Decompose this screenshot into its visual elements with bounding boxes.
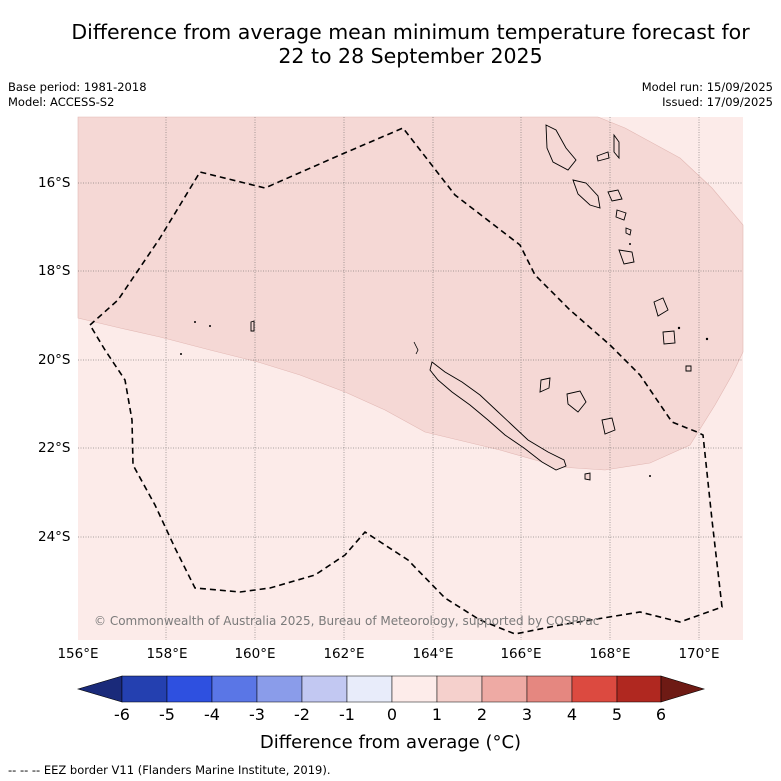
lat-label-16s: 16°S [38,175,71,191]
lat-label-20s: 20°S [38,352,71,368]
new-caledonia-island [429,361,567,471]
chesterfield-islet [250,320,255,332]
eez-footnote: -- -- -- EEZ border V11 (Flanders Marine… [8,763,331,777]
colorbar-tick-m1: -1 [339,705,355,724]
colorbar-bin-3-4 [526,675,573,703]
colorbar-bin-5-6 [616,675,662,703]
lon-label-156e: 156°E [57,646,99,662]
small-islet-east [685,365,692,372]
lat-label-22s: 22°S [38,440,71,456]
maewo-island [613,133,620,160]
model-name: Model: ACCESS-S2 [8,95,115,109]
colorbar-bin-2-3 [481,675,528,703]
ambae-island [596,151,610,162]
tanna-island [625,227,632,236]
islet-dot-7 [629,243,631,245]
colorbar-tick-6: 6 [655,705,667,724]
anomaly-band-1-2 [77,116,744,471]
model-run: Model run: 15/09/2025 [641,80,773,94]
lon-label-158e: 158°E [146,646,188,662]
colorbar-tick-m2: -2 [294,705,310,724]
gridlines [78,117,743,640]
ouvea-island [539,377,551,393]
lon-label-168e: 168°E [589,646,631,662]
lon-label-160e: 160°E [234,646,276,662]
copyright-text: © Commonwealth of Australia 2025, Bureau… [94,614,600,628]
colorbar-tick-4: 4 [566,705,578,724]
epi-island [607,189,623,202]
espiritu-santo-island [545,124,577,171]
islet-dot-3 [180,353,182,355]
colorbar-high-arrow [660,675,706,703]
meta-left: Base period: 1981-2018 Model: ACCESS-S2 [8,80,147,110]
issued-date: Issued: 17/09/2025 [662,95,773,109]
islet-dot-4 [677,326,681,330]
colorbar-tick-m5: -5 [159,705,175,724]
hunter-islet [662,330,676,345]
islet-dot-5 [705,337,709,341]
meta-right: Model run: 15/09/2025 Issued: 17/09/2025 [642,80,773,110]
belep-islets [413,341,419,355]
mare-island [601,417,616,435]
isle-of-pines [584,472,591,481]
colorbar-bin-0-1 [391,675,438,703]
colorbar-tick-3: 3 [521,705,533,724]
lifou-island [566,390,587,413]
colorbar-bin-1-2 [436,675,483,703]
base-period: Base period: 1981-2018 [8,80,147,94]
colorbar-bin-m6-m5 [121,675,168,703]
colorbar-tick-m6: -6 [114,705,130,724]
islet-dot-2 [209,325,211,327]
islet-dot-1 [194,321,196,323]
colorbar-tick-0: 0 [386,705,398,724]
colorbar-bin-m3-m2 [256,675,303,703]
lon-label-170e: 170°E [678,646,720,662]
colorbar-bin-4-5 [571,675,618,703]
title-line-2: 22 to 28 September 2025 [278,44,543,68]
erromango-island [618,249,635,265]
colorbar-bin-m1-0 [346,675,393,703]
colorbar-tick-1: 1 [431,705,443,724]
lat-label-24s: 24°S [38,529,71,545]
title-line-1: Difference from average mean minimum tem… [71,20,750,44]
chart-title: Difference from average mean minimum tem… [0,20,781,68]
matthew-island-group [653,297,669,317]
lon-label-166e: 166°E [500,646,542,662]
colorbar-low-arrow [76,675,123,703]
islet-dot-6 [649,475,651,477]
malekula-island [572,179,601,209]
lon-label-162e: 162°E [323,646,365,662]
colorbar-tick-m4: -4 [204,705,220,724]
lon-label-164e: 164°E [412,646,454,662]
colorbar-bin-m4-m3 [211,675,258,703]
eez-border [88,127,723,635]
colorbar-tick-2: 2 [476,705,488,724]
colorbar-bin-m5-m4 [166,675,213,703]
colorbar-tick-5: 5 [611,705,623,724]
colorbar-bin-m2-m1 [301,675,348,703]
efate-island [615,209,627,221]
colorbar-label: Difference from average (°C) [259,732,522,753]
lat-label-18s: 18°S [38,263,71,279]
colorbar-tick-m3: -3 [249,705,265,724]
